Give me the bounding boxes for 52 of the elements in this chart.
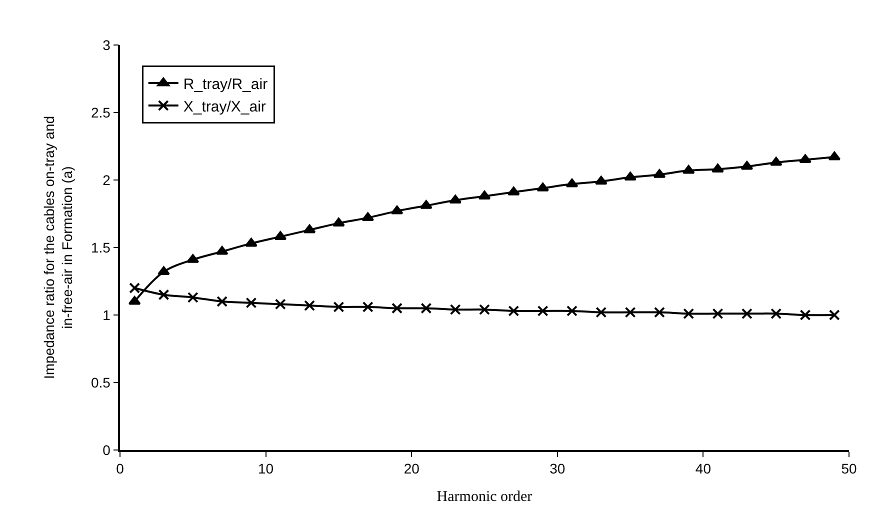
point — [741, 308, 752, 320]
point — [420, 302, 432, 314]
point — [624, 172, 636, 181]
y-tick-label: 2.5 — [90, 104, 111, 120]
point — [450, 304, 461, 316]
point — [274, 298, 286, 310]
point — [800, 310, 811, 320]
point — [187, 292, 198, 303]
point — [594, 176, 608, 185]
point — [304, 300, 316, 312]
point — [332, 218, 345, 226]
x-axis-title: Harmonic order — [436, 489, 532, 506]
y-tick-label: 3 — [102, 36, 111, 53]
y-tick-label: 1.5 — [90, 239, 111, 256]
point — [362, 212, 374, 222]
point — [537, 305, 548, 316]
point — [799, 154, 812, 163]
point — [479, 304, 490, 316]
point — [596, 306, 607, 318]
y-tick-label: 1 — [102, 306, 111, 323]
legend-label: R_tray/R_air — [183, 76, 268, 93]
point — [712, 308, 724, 320]
point — [770, 156, 782, 166]
point — [566, 305, 578, 316]
point — [158, 266, 170, 276]
point — [828, 310, 840, 320]
y-tick-label: 0 — [102, 442, 111, 458]
y-tick-label: 2 — [102, 172, 111, 188]
point — [246, 297, 257, 308]
x-tick-label: 40 — [695, 460, 712, 477]
legend-label: X_tray/X_air — [183, 98, 266, 116]
point — [624, 306, 636, 318]
point — [508, 305, 520, 316]
point — [158, 289, 170, 300]
x-tick-label: 10 — [258, 460, 274, 477]
x-tick-label: 50 — [841, 460, 857, 477]
x-tick-label: 0 — [116, 460, 124, 477]
point — [245, 238, 258, 247]
x-tick-label: 20 — [404, 460, 420, 477]
y-tick-label: 0.5 — [90, 374, 111, 390]
point — [654, 306, 665, 318]
point — [712, 164, 724, 172]
x-tick-label: 30 — [550, 460, 566, 477]
y-axis-title: Impedance ratio for the cables on-tray and in-free-air in Formation (a) — [40, 116, 76, 380]
point — [770, 308, 782, 320]
point — [216, 296, 228, 307]
point — [303, 224, 316, 234]
point — [362, 301, 374, 312]
point — [392, 302, 403, 314]
point — [683, 308, 694, 320]
point — [333, 301, 344, 312]
point — [129, 282, 140, 294]
